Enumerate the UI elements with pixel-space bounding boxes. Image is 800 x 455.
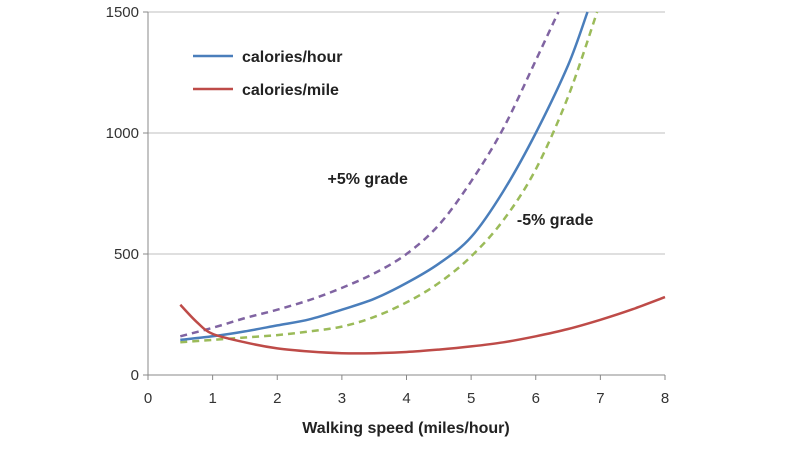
- annotation-minus-5-grade: -5% grade: [517, 212, 594, 229]
- x-axis-title: Walking speed (miles/hour): [302, 420, 509, 437]
- series-line-calories-hour: [180, 11, 589, 342]
- annotation-plus-5-grade: +5% grade: [327, 171, 408, 188]
- x-tick-label-7: 7: [596, 390, 604, 407]
- axes: 0 500 1000 1500 0 1 2 3 4 5 6 7 8: [106, 4, 670, 407]
- x-tick-label-0: 0: [144, 390, 152, 407]
- y-tick-label-1000: 1000: [106, 125, 139, 142]
- x-tick-label-3: 3: [338, 390, 346, 407]
- series-lines: [179, 11, 666, 355]
- series-line-calories-mile: [179, 295, 666, 355]
- legend: calories/hour calories/mile: [193, 49, 342, 99]
- x-tick-label-8: 8: [661, 390, 669, 407]
- legend-label-calories-mile: calories/mile: [242, 82, 339, 99]
- x-tick-label-1: 1: [208, 390, 216, 407]
- legend-label-calories-hour: calories/hour: [242, 49, 342, 66]
- chart-labels: Walking speed (miles/hour) calories/hour…: [193, 49, 593, 437]
- y-tick-label-0: 0: [131, 367, 139, 384]
- x-tick-label-2: 2: [273, 390, 281, 407]
- series-line-plus-5-grade: [179, 11, 560, 338]
- x-tick-label-5: 5: [467, 390, 475, 407]
- y-tick-label-500: 500: [114, 246, 139, 263]
- y-tick-label-1500: 1500: [106, 4, 139, 21]
- series-line-minus-5-grade: [180, 11, 599, 344]
- x-tick-label-4: 4: [402, 390, 410, 407]
- x-tick-label-6: 6: [532, 390, 540, 407]
